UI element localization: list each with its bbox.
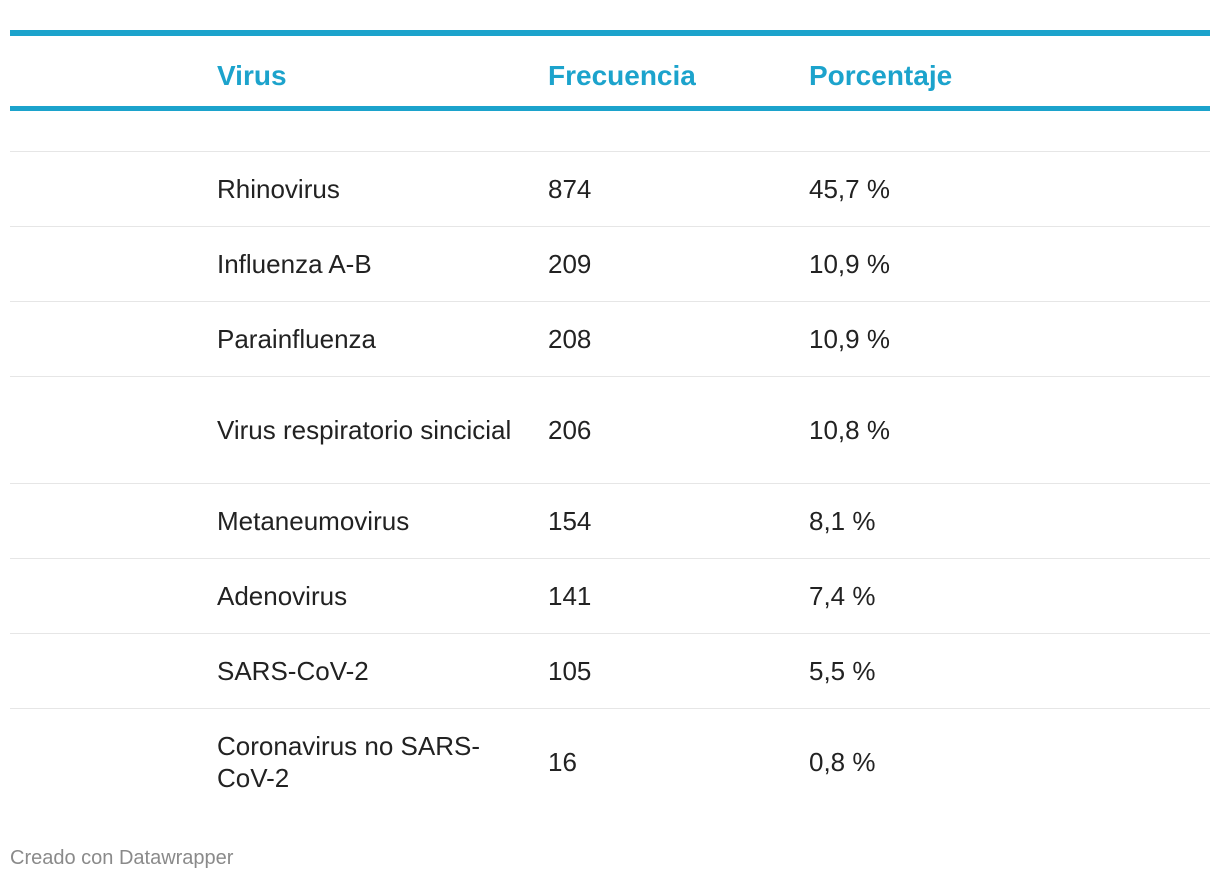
cell-porcentaje: 7,4 %	[809, 581, 876, 611]
table-row: Parainfluenza 208 10,9 %	[10, 302, 1210, 377]
cell-virus: Metaneumovirus	[217, 506, 410, 536]
column-header-porcentaje: Porcentaje	[809, 60, 953, 91]
cell-porcentaje: 0,8 %	[809, 747, 876, 777]
cell-virus: Coronavirus no SARS-CoV-2	[217, 731, 480, 793]
cell-porcentaje: 10,8 %	[809, 415, 890, 445]
table-spacer	[10, 111, 1210, 152]
column-header-frecuencia: Frecuencia	[548, 60, 696, 91]
cell-virus: Adenovirus	[217, 581, 348, 611]
cell-frecuencia: 141	[548, 581, 592, 611]
table-row: Coronavirus no SARS-CoV-2 16 0,8 %	[10, 709, 1210, 815]
cell-virus: Influenza A-B	[217, 249, 372, 279]
cell-porcentaje: 45,7 %	[809, 174, 890, 204]
table-header-row: Virus Frecuencia Porcentaje	[10, 36, 1210, 106]
cell-frecuencia: 154	[548, 506, 592, 536]
table-top-rule	[10, 30, 1210, 36]
table-row: Rhinovirus 874 45,7 %	[10, 152, 1210, 227]
cell-porcentaje: 10,9 %	[809, 249, 890, 279]
cell-virus: Parainfluenza	[217, 324, 376, 354]
table-header-rule	[10, 106, 1210, 111]
data-table: Virus Frecuencia Porcentaje Rhinovirus 87…	[10, 30, 1210, 815]
table-row: Adenovirus 141 7,4 %	[10, 559, 1210, 634]
table-row: Virus respiratorio sincicial 206 10,8 %	[10, 377, 1210, 484]
table-body: Rhinovirus 874 45,7 % Influenza A-B 209 10,9 …	[10, 152, 1210, 815]
cell-frecuencia: 16	[548, 747, 577, 777]
cell-frecuencia: 209	[548, 249, 592, 279]
table-row: Metaneumovirus 154 8,1 %	[10, 484, 1210, 559]
footer-credit: Creado con Datawrapper	[10, 847, 234, 869]
cell-virus: Rhinovirus	[217, 174, 340, 204]
cell-porcentaje: 10,9 %	[809, 324, 890, 354]
cell-frecuencia: 105	[548, 656, 592, 686]
cell-frecuencia: 874	[548, 174, 592, 204]
cell-porcentaje: 5,5 %	[809, 656, 876, 686]
cell-virus: SARS-CoV-2	[217, 656, 369, 686]
cell-porcentaje: 8,1 %	[809, 506, 876, 536]
cell-frecuencia: 206	[548, 415, 592, 445]
cell-virus: Virus respiratorio sincicial	[217, 415, 512, 445]
cell-frecuencia: 208	[548, 324, 592, 354]
table-row: SARS-CoV-2 105 5,5 %	[10, 634, 1210, 709]
column-header-virus: Virus	[217, 60, 287, 91]
table-row: Influenza A-B 209 10,9 %	[10, 227, 1210, 302]
